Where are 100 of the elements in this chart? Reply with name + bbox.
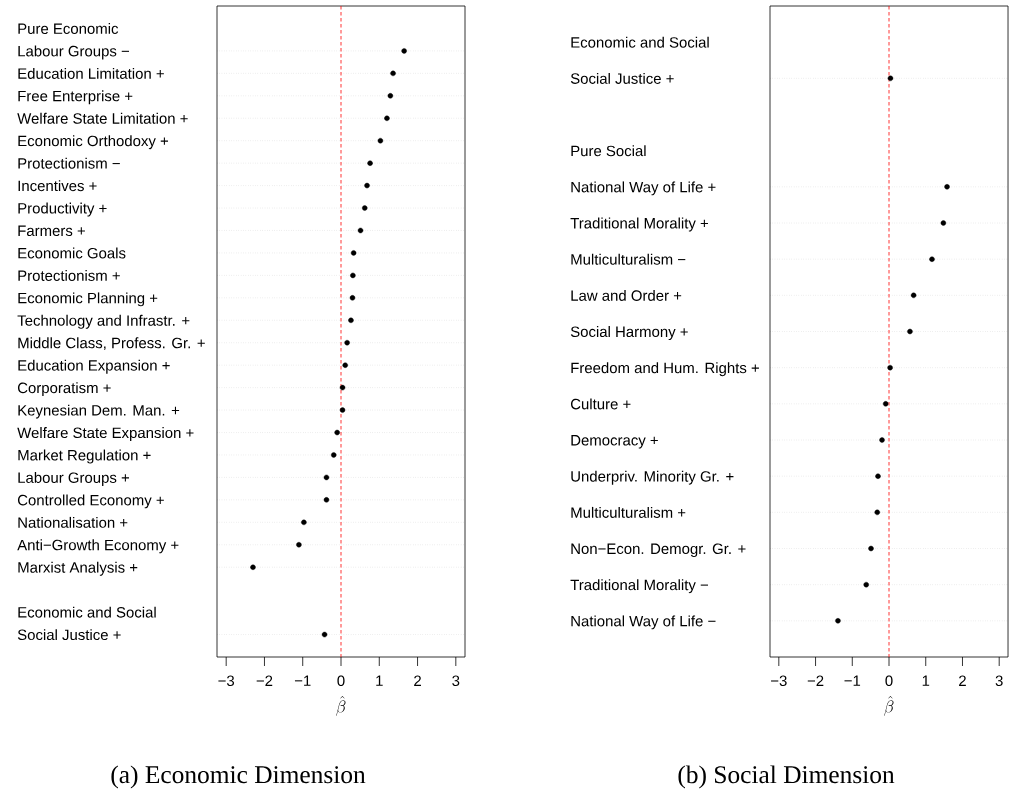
x-tick-label: 3 — [995, 675, 1003, 687]
y-tick-label: Economic Planning + — [18, 292, 158, 307]
point — [367, 160, 373, 166]
point — [250, 564, 256, 570]
text: (a) Economic Dimension — [111, 765, 366, 789]
point — [362, 205, 368, 211]
point — [350, 250, 357, 256]
point — [883, 401, 889, 407]
point — [874, 509, 880, 516]
x-tick-label: −3 — [218, 675, 235, 687]
point — [301, 519, 307, 526]
y-tick-label: Nationalisation + — [18, 516, 128, 528]
y-tick-label: Farmers + — [18, 225, 85, 237]
point — [387, 93, 394, 99]
point — [887, 364, 893, 371]
x-tick-label: 0 — [337, 675, 345, 687]
y-tick-label: Market Regulation + — [18, 449, 151, 464]
y-tick-label: Productivity + — [18, 202, 107, 217]
y-tick-label: Labour Groups − — [18, 45, 130, 60]
point — [401, 48, 407, 54]
y-tick-label: Education Limitation + — [18, 67, 164, 79]
x-tick-label: 3 — [452, 675, 460, 687]
y-tick-label: Incentives + — [18, 180, 97, 192]
point — [879, 437, 885, 443]
y-tick-label: Controlled Economy + — [17, 494, 164, 509]
point — [350, 272, 356, 279]
y-tick-label: Economic and Social — [18, 606, 156, 618]
point — [344, 340, 350, 346]
y-tick-label: Middle Class, Profess. Gr. + — [18, 337, 205, 351]
y-tick-label: Law and Order + — [571, 289, 682, 301]
x-tick-label: 1 — [376, 675, 383, 686]
point — [863, 581, 869, 588]
y-tick-label: Pure Social — [571, 145, 646, 157]
point — [377, 137, 384, 144]
y-tick-label: Protectionism + — [18, 269, 120, 281]
y-tick-label: Pure Economic — [18, 23, 119, 34]
x-tick-label: −1 — [844, 675, 861, 686]
y-tick-label: Free Enterprise + — [18, 90, 133, 105]
y-tick-label: Labour Groups + — [18, 471, 129, 486]
point — [342, 362, 348, 368]
point — [321, 631, 328, 638]
y-tick-label: Multiculturalism − — [571, 253, 686, 265]
x-tick-label: 2 — [959, 675, 966, 686]
point — [944, 184, 950, 190]
y-tick-label: Culture + — [570, 398, 631, 410]
y-tick-label: Non−Econ. Demogr. Gr. + — [571, 543, 746, 557]
y-tick-label: Education Expansion + — [18, 359, 170, 374]
x-tick-label: −2 — [256, 675, 273, 686]
y-tick-label: Anti−Growth Economy + — [17, 539, 179, 554]
x-tick-label: −2 — [807, 675, 824, 686]
point — [339, 407, 346, 413]
y-tick-label: Protectionism − — [18, 157, 120, 169]
y-tick-label: Multiculturalism + — [571, 506, 686, 518]
x-tick-label: −3 — [771, 675, 787, 687]
y-tick-label: Underpriv. Minority Gr. + — [571, 470, 734, 485]
point — [296, 542, 302, 548]
y-tick-label: National Way of Life − — [571, 615, 716, 630]
point — [331, 452, 337, 458]
y-tick-label: Welfare State Expansion + — [17, 427, 194, 442]
point — [349, 295, 356, 301]
y-tick-label: Democracy + — [571, 435, 658, 449]
point — [910, 292, 917, 299]
point — [929, 256, 935, 262]
point — [835, 618, 841, 624]
point — [868, 545, 874, 552]
x-axis-title: $\hat{\beta}$ — [336, 695, 346, 716]
point — [348, 317, 354, 323]
y-tick-label: Economic Goals — [18, 247, 126, 259]
point — [887, 75, 894, 82]
y-tick-label: Traditional Morality − — [570, 579, 709, 594]
x-tick-label: 0 — [885, 675, 893, 687]
point — [323, 474, 330, 481]
point — [334, 429, 340, 436]
x-axis-title: $\hat{\beta}$ — [884, 695, 894, 716]
point — [357, 227, 364, 234]
y-tick-label: Corporatism + — [17, 382, 111, 397]
point — [875, 473, 881, 479]
y-tick-label: Social Harmony + — [570, 326, 688, 340]
point — [323, 497, 330, 503]
y-tick-label: Freedom and Hum. Rights + — [571, 362, 759, 377]
x-tick-label: 1 — [922, 675, 930, 686]
point — [940, 220, 947, 226]
y-tick-label: Technology and Infrastr. + — [17, 314, 190, 329]
y-tick-label: Traditional Morality + — [570, 217, 708, 232]
y-tick-label: Welfare State Limitation + — [17, 112, 188, 124]
y-tick-label: Keynesian Dem. Man. + — [18, 404, 180, 419]
y-tick-label: Economic Orthodoxy + — [18, 135, 169, 150]
y-tick-label: Economic and Social — [571, 36, 709, 48]
point — [390, 70, 396, 77]
y-tick-label: National Way of Life + — [571, 181, 716, 196]
x-tick-label: −1 — [294, 675, 311, 686]
point — [907, 328, 913, 335]
x-tick-label: 2 — [414, 675, 421, 686]
y-tick-label: Social Justice + — [570, 72, 674, 84]
point — [384, 115, 390, 121]
y-tick-label: Social Justice + — [17, 629, 121, 641]
y-tick-label: Marxist Analysis + — [18, 561, 138, 576]
text: (b) Social Dimension — [678, 765, 895, 789]
point — [364, 182, 370, 189]
point — [339, 384, 346, 391]
